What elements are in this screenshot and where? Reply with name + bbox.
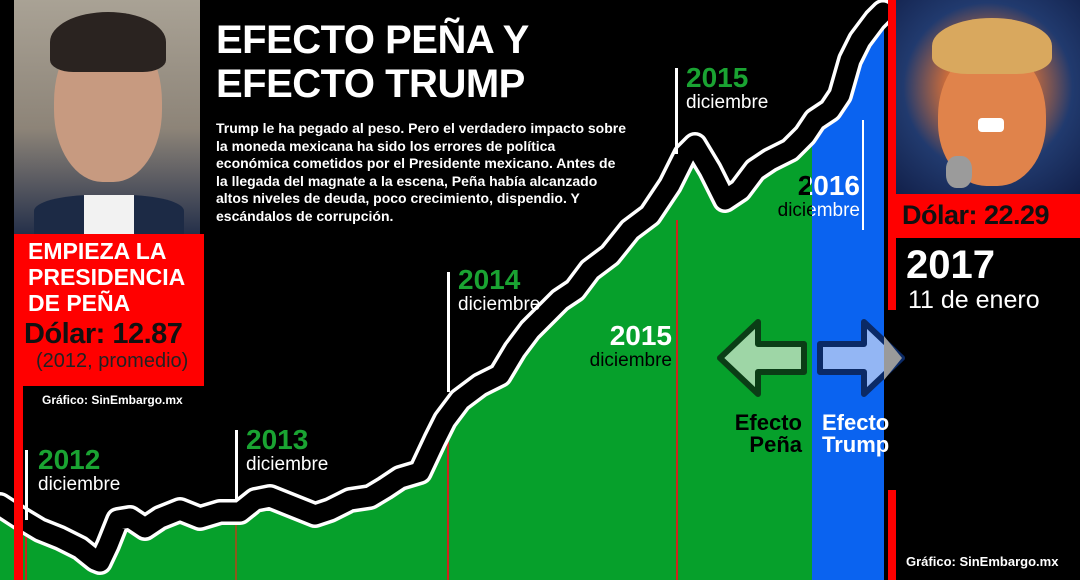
- effect-line: Trump: [822, 432, 890, 457]
- marker-2016: 2016 diciembre: [764, 172, 860, 222]
- efecto-pena-label: Efecto Peña: [712, 412, 802, 456]
- pena-start-line: [14, 386, 23, 580]
- marker-month: diciembre: [764, 200, 860, 222]
- credit-right: Gráfico: SinEmbargo.mx: [906, 554, 1059, 569]
- marker-year: 2015: [686, 62, 749, 93]
- marker-2015-inner: 2015 diciembre: [580, 322, 672, 372]
- pena-start-heading: EMPIEZA LA PRESIDENCIA DE PEÑA: [28, 238, 185, 316]
- pena-area: [0, 136, 812, 580]
- marker-year: 2016: [764, 172, 860, 200]
- effect-line: Peña: [749, 432, 802, 457]
- marker-2015-top: 2015 diciembre: [686, 64, 768, 114]
- trump-dolar-value: Dólar: 22.29: [896, 194, 1080, 238]
- heading-line: PRESIDENCIA: [28, 264, 186, 290]
- effect-line: Efecto: [822, 410, 890, 435]
- credit-left: Gráfico: SinEmbargo.mx: [24, 386, 204, 414]
- marker-tick: [447, 272, 450, 392]
- pena-start-panel: EMPIEZA LA PRESIDENCIA DE PEÑA Dólar: 12…: [14, 234, 204, 386]
- marker-year: 2015: [609, 320, 672, 351]
- heading-line: DE PEÑA: [28, 290, 131, 316]
- marker-month: diciembre: [38, 474, 121, 495]
- marker-2014: 2014 diciembre: [458, 266, 540, 316]
- marker-month: diciembre: [589, 350, 672, 371]
- trump-date: 11 de enero: [908, 286, 1040, 314]
- trump-photo: [896, 0, 1080, 194]
- marker-tick: [675, 68, 678, 154]
- intro-text: Trump le ha pegado al peso. Pero el verd…: [216, 120, 627, 224]
- heading-line: EMPIEZA LA: [28, 238, 167, 264]
- title-line-1: EFECTO PEÑA Y: [216, 18, 529, 62]
- efecto-trump-label: Efecto Trump: [822, 412, 902, 456]
- marker-2013: 2013 diciembre: [246, 426, 328, 476]
- marker-2012: 2012 diciembre: [38, 446, 120, 496]
- pena-photo: [14, 0, 200, 234]
- arrow-right-icon: [817, 319, 905, 397]
- pena-dolar-value: Dólar: 12.87: [24, 318, 183, 350]
- title-line-2: EFECTO TRUMP: [216, 62, 525, 106]
- marker-tick: [235, 430, 238, 500]
- marker-year: 2014: [458, 264, 521, 295]
- trump-area: [812, 23, 884, 580]
- marker-year: 2012: [38, 444, 101, 475]
- trump-divider-line: [888, 0, 896, 310]
- marker-month: diciembre: [686, 92, 769, 113]
- marker-tick: [25, 450, 28, 520]
- pena-dolar-note: (2012, promedio): [36, 350, 189, 372]
- trump-divider-line-bottom: [888, 490, 896, 580]
- trump-year: 2017: [906, 243, 995, 287]
- page-title: EFECTO PEÑA Y EFECTO TRUMP: [216, 18, 529, 106]
- arrow-left-icon: [717, 319, 807, 397]
- marker-month: diciembre: [246, 454, 329, 475]
- marker-year: 2013: [246, 424, 309, 455]
- marker-month: diciembre: [458, 294, 541, 315]
- effect-line: Efecto: [734, 410, 802, 435]
